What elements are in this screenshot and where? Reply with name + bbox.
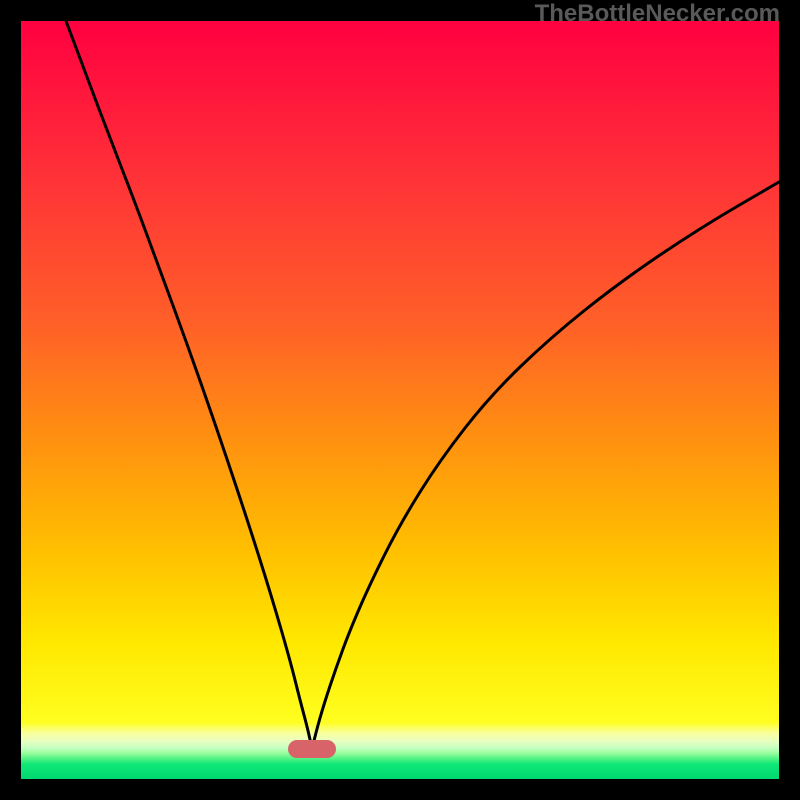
watermark-text: TheBottleNecker.com	[535, 0, 780, 28]
optimal-point-marker	[288, 740, 336, 758]
curve-layer	[0, 0, 800, 800]
chart-canvas: TheBottleNecker.com	[0, 0, 800, 800]
bottleneck-curve	[66, 21, 779, 749]
